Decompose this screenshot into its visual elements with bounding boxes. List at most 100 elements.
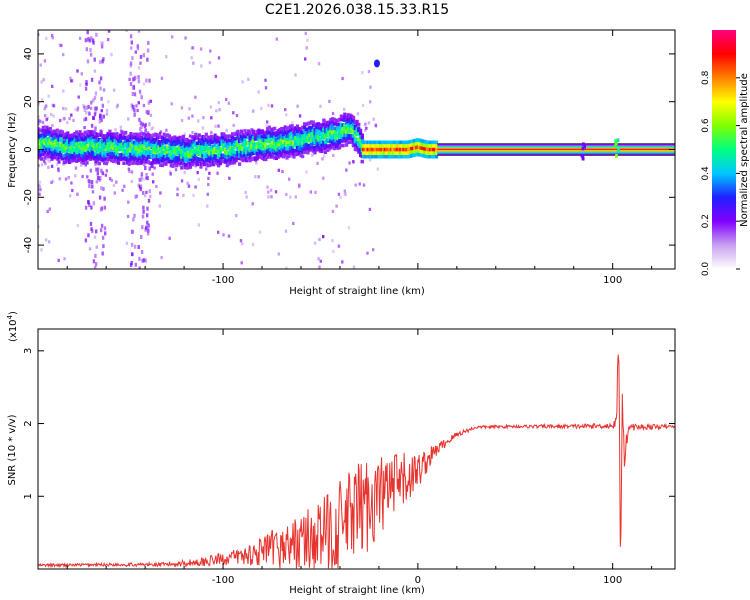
heatmap-cell <box>199 157 203 162</box>
heatmap-speckle <box>86 30 89 35</box>
heatmap-cell <box>139 154 143 159</box>
heatmap-cell <box>71 140 75 144</box>
heatmap-cell <box>143 154 147 158</box>
heatmap-cell <box>283 150 287 154</box>
heatmap-cell <box>302 144 307 148</box>
heatmap-cell <box>278 142 282 146</box>
heatmap-speckle <box>129 71 132 76</box>
heatmap-cell <box>199 137 203 142</box>
heatmap-cell <box>120 157 124 161</box>
heatmap-cell <box>99 141 103 145</box>
heatmap-cell <box>39 150 44 154</box>
heatmap-cell <box>118 139 122 144</box>
heatmap-cell <box>334 138 338 142</box>
heatmap-cell <box>153 137 158 142</box>
heatmap-cell <box>83 146 87 151</box>
heatmap-cell <box>173 153 177 158</box>
heatmap-cell <box>301 143 305 148</box>
heatmap-cell <box>357 150 361 154</box>
heatmap-cell <box>110 132 114 137</box>
heatmap-cell <box>87 154 91 158</box>
heatmap-cell <box>301 141 305 145</box>
heatmap-speckle <box>62 53 65 57</box>
heatmap-cell <box>241 142 245 147</box>
heatmap-speckle <box>217 230 220 234</box>
heatmap-speckle <box>63 257 66 261</box>
heatmap-cell <box>188 151 193 155</box>
heatmap-cell <box>176 161 180 165</box>
heatmap-cell <box>206 154 210 158</box>
heatmap-cell <box>276 139 280 144</box>
heatmap-speckle <box>98 80 101 85</box>
heatmap-cell <box>227 138 231 143</box>
heatmap-cell <box>87 147 91 151</box>
heatmap-cell <box>330 130 335 135</box>
heatmap-speckle <box>142 205 145 210</box>
heatmap-cell <box>236 140 240 145</box>
heatmap-cell <box>132 153 136 158</box>
heatmap-cell <box>433 144 437 148</box>
heatmap-cell <box>266 133 270 137</box>
heatmap-speckle <box>294 73 297 77</box>
heatmap-cell <box>421 139 424 143</box>
heatmap-cell <box>345 121 349 125</box>
y-tick-label: 3 <box>23 348 34 354</box>
heatmap-speckle <box>260 106 263 111</box>
heatmap-speckle <box>148 166 151 171</box>
heatmap-cell <box>194 141 198 146</box>
heatmap-cell <box>283 129 287 134</box>
heatmap-cell <box>218 140 222 144</box>
heatmap-cell <box>211 156 215 161</box>
heatmap-cell <box>92 135 96 139</box>
heatmap-cell <box>181 157 186 162</box>
heatmap-cell <box>153 148 158 153</box>
heatmap-cell <box>297 151 301 155</box>
heatmap-speckle <box>93 69 97 73</box>
snr-ylabel: SNR (10 * v/v) <box>7 414 18 485</box>
heatmap-cell <box>330 126 335 131</box>
heatmap-cell <box>48 146 52 151</box>
heatmap-cell <box>115 132 119 136</box>
heatmap-cell <box>402 144 406 148</box>
heatmap-cell <box>252 147 256 152</box>
heatmap-cell <box>82 147 86 152</box>
heatmap-speckle <box>257 175 260 179</box>
heatmap-speckle <box>208 61 212 65</box>
heatmap-cell <box>66 158 70 162</box>
heatmap-speckle <box>254 175 257 179</box>
heatmap-speckle <box>129 34 133 39</box>
heatmap-cell <box>304 142 308 147</box>
heatmap-cell <box>380 151 384 155</box>
heatmap-cell <box>276 136 280 140</box>
heatmap-cell <box>195 159 200 163</box>
heatmap-cell <box>280 147 284 151</box>
heatmap-cell <box>311 141 315 146</box>
heatmap-speckle <box>372 248 375 252</box>
heatmap-cell <box>308 137 312 141</box>
heatmap-cell <box>69 133 73 138</box>
heatmap-cell <box>188 165 193 169</box>
heatmap-cell <box>402 140 406 145</box>
heatmap-speckle <box>323 154 326 158</box>
heatmap-cell <box>329 121 333 125</box>
heatmap-cell <box>267 148 271 152</box>
heatmap-cell <box>159 135 163 139</box>
heatmap-cell <box>232 145 236 150</box>
heatmap-cell <box>73 143 77 147</box>
heatmap-cell <box>435 140 439 145</box>
heatmap-cell <box>255 136 259 141</box>
heatmap-cell <box>129 156 133 160</box>
heatmap-cell <box>217 149 221 154</box>
heatmap-cell <box>403 147 407 152</box>
heatmap-speckle <box>145 190 148 194</box>
heatmap-speckle <box>96 167 100 172</box>
heatmap-cell <box>295 134 300 139</box>
heatmap-cell <box>353 147 357 152</box>
heatmap-cell <box>217 136 221 140</box>
heatmap-cell <box>113 155 117 160</box>
heatmap-cell <box>206 157 210 162</box>
heatmap-cell <box>246 152 250 156</box>
heatmap-cell <box>348 120 352 125</box>
heatmap-cell <box>332 134 336 139</box>
heatmap-cell <box>334 135 338 139</box>
